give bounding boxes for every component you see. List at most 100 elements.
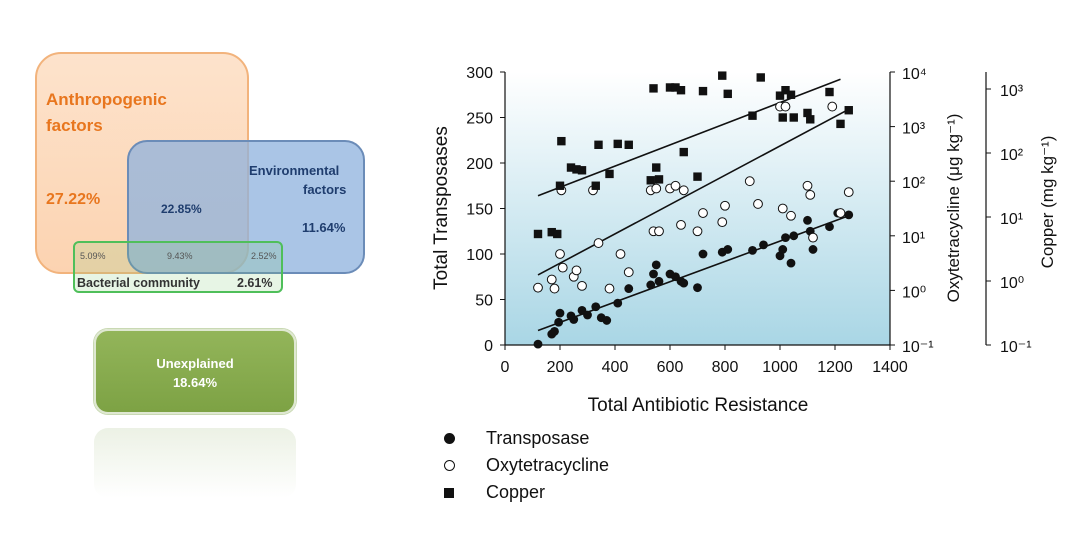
point-copper: [836, 119, 845, 129]
point-copper: [624, 140, 633, 149]
point-oxytetracycline: [670, 180, 681, 191]
y-tick-label: 150: [466, 202, 493, 219]
point-copper: [649, 84, 658, 93]
point-transposase: [624, 284, 634, 293]
point-transposase: [803, 215, 812, 225]
point-transposase: [533, 339, 543, 349]
point-oxytetracycline: [651, 183, 662, 194]
unexplained-label: Unexplained: [156, 356, 234, 371]
point-copper: [553, 229, 562, 239]
y2-tick-label: 10⁻¹: [902, 339, 934, 356]
environmental-label-line1: Environmental: [249, 163, 340, 178]
filled-circle-icon: [444, 433, 455, 444]
point-copper: [825, 87, 834, 97]
point-transposase: [789, 231, 799, 241]
trend-line-oxytetracycline: [537, 108, 850, 276]
point-oxytetracycline: [753, 199, 763, 209]
point-transposase: [654, 276, 664, 286]
y2-tick-label: 10³: [902, 121, 926, 138]
anthropogenic-label-line1: Anthropogenic: [46, 90, 167, 109]
point-copper: [806, 115, 815, 124]
point-oxytetracycline: [777, 203, 788, 214]
anth-bac-overlap-value: 5.09%: [80, 251, 106, 261]
y-tick-label: 250: [466, 111, 493, 128]
point-copper: [786, 90, 796, 99]
point-copper: [605, 169, 614, 179]
x-tick-label: 800: [712, 359, 739, 376]
x-tick-label: 1000: [762, 359, 798, 376]
point-copper: [756, 73, 765, 82]
point-transposase: [651, 260, 661, 270]
legend-label-copper: Copper: [486, 482, 546, 502]
point-oxytetracycline: [678, 185, 689, 196]
point-copper: [557, 136, 566, 146]
point-oxytetracycline: [843, 187, 854, 198]
unexplained-box: Unexplained 18.64%: [94, 329, 296, 414]
point-oxytetracycline: [557, 262, 568, 273]
variance-partition-diagram: Anthropogenic factors 27.22% Environment…: [0, 0, 420, 539]
point-copper: [698, 86, 708, 96]
point-copper: [572, 165, 581, 174]
point-oxytetracycline: [604, 283, 615, 294]
environmental-value: 11.64%: [302, 220, 346, 235]
point-transposase: [569, 315, 579, 324]
point-transposase: [825, 222, 834, 232]
env-bac-overlap-value: 2.52%: [251, 251, 277, 261]
legend-label-transposase: Transposase: [486, 428, 590, 448]
point-oxytetracycline: [615, 249, 626, 259]
point-transposase: [646, 280, 656, 290]
y-tick-label: 0: [484, 338, 493, 355]
y-axis-title: Total Transposases: [431, 126, 452, 290]
y2-tick-label: 10²: [902, 175, 926, 192]
point-oxytetracycline: [720, 200, 730, 211]
anth-env-overlap-value: 22.85%: [161, 202, 202, 216]
y-tick-label: 300: [466, 65, 493, 82]
point-oxytetracycline: [593, 238, 604, 248]
point-transposase: [778, 245, 788, 254]
point-oxytetracycline: [805, 189, 816, 200]
environmental-label-line2: factors: [303, 182, 347, 197]
point-copper: [693, 172, 702, 181]
anthropogenic-label-line2: factors: [46, 116, 103, 135]
x-tick-label: 200: [547, 359, 574, 376]
point-oxytetracycline: [802, 180, 813, 191]
point-copper: [547, 227, 556, 237]
point-oxytetracycline: [827, 101, 838, 112]
point-transposase: [698, 249, 708, 259]
point-oxytetracycline: [786, 210, 796, 221]
point-transposase: [591, 302, 601, 312]
y3-tick-label: 10⁻¹: [1000, 339, 1032, 356]
point-oxytetracycline: [555, 249, 565, 259]
y2-axis-title: Oxytetracycline (μg kg⁻¹): [944, 114, 963, 303]
point-oxytetracycline: [533, 282, 543, 293]
point-oxytetracycline: [571, 265, 582, 276]
axes: 0 200 400 600 800 1000 1200 1400 0 50 100 150 200 250…: [466, 65, 1031, 376]
point-copper: [594, 140, 603, 149]
point-copper: [654, 175, 664, 184]
point-transposase: [602, 316, 612, 325]
scatter-chart: 0 200 400 600 800 1000 1200 1400 0 50 100 150 200 250…: [431, 65, 1057, 416]
point-copper: [646, 176, 655, 185]
point-oxytetracycline: [717, 217, 728, 228]
point-transposase: [613, 298, 623, 308]
y2-tick-label: 10⁰: [902, 284, 926, 301]
point-copper: [555, 181, 565, 190]
point-transposase: [844, 210, 854, 220]
x-tick-label: 1200: [817, 359, 853, 376]
y3-axis-title: Copper (mg kg⁻¹): [1038, 136, 1057, 269]
environmental-factors-box: [127, 140, 365, 274]
x-tick-label: 600: [657, 359, 684, 376]
point-copper: [665, 83, 675, 92]
point-copper: [718, 71, 727, 80]
point-transposase: [583, 310, 592, 320]
point-transposase: [786, 258, 796, 268]
point-transposase: [550, 326, 559, 336]
bacterial-community-label: Bacterial community: [77, 276, 200, 290]
x-tick-label: 1400: [872, 359, 908, 376]
point-copper: [748, 111, 757, 120]
x-tick-label: 0: [501, 359, 510, 376]
y-tick-label: 50: [475, 293, 493, 310]
plot-area: [505, 72, 890, 345]
point-copper: [803, 108, 812, 118]
all-overlap-value: 9.43%: [167, 251, 193, 261]
